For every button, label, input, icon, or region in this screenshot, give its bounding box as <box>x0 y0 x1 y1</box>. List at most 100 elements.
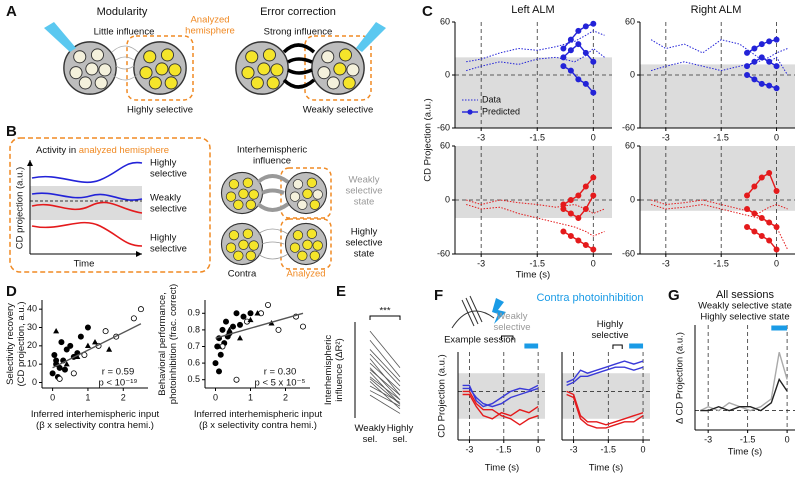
marker <box>67 342 74 349</box>
x-tick-label: -3 <box>662 258 670 268</box>
trace-label: selective <box>150 244 187 255</box>
series-line <box>700 377 788 412</box>
series-line <box>566 366 644 387</box>
marker <box>758 214 765 221</box>
y-tick-label: 60 <box>625 16 635 26</box>
x-axis-label: Inferred interhemispheric input <box>194 409 323 420</box>
weak-connections <box>111 45 139 81</box>
marker <box>275 326 282 333</box>
marker <box>53 357 60 364</box>
marker <box>84 324 91 331</box>
annotation: r = 0.59 <box>102 367 134 378</box>
y-tick-label: -60 <box>622 248 635 258</box>
x-tick-label: 0 <box>50 392 55 402</box>
diagram-title: Error correction <box>260 6 336 18</box>
trace-label: selective <box>150 169 187 180</box>
y-tick-label: 60 <box>440 140 450 150</box>
y-axis-label: Behavioral performance, <box>157 292 168 396</box>
x-axis-label: Time (s) <box>589 463 623 474</box>
state-bracket <box>501 335 514 340</box>
state-label: Highly <box>351 227 378 238</box>
x-axis-label: Time (s) <box>728 447 762 458</box>
chart-title: Right ALM <box>691 4 742 16</box>
y-axis-label: Selectivity recovery <box>5 303 16 385</box>
state-label: Highly selective <box>127 105 193 116</box>
panel-label: A <box>6 3 17 20</box>
marker <box>92 338 98 345</box>
panel-label: B <box>6 123 17 140</box>
y-tick-label: 0 <box>445 69 450 79</box>
series-line <box>566 393 644 429</box>
marker <box>567 210 574 217</box>
state-label: state <box>354 197 375 208</box>
panel-label: D <box>6 283 17 300</box>
shade <box>455 57 612 129</box>
y-tick-label: 0.8 <box>187 324 200 334</box>
marker <box>744 192 751 199</box>
x-axis-label: Time (s) <box>485 463 519 474</box>
hemisphere-label: Contra <box>228 269 257 280</box>
marker <box>751 58 758 65</box>
marker <box>773 85 780 92</box>
hemisphere <box>220 222 264 266</box>
marker <box>590 192 597 199</box>
state-label: selective <box>592 330 629 341</box>
trace-label: selective <box>150 204 187 215</box>
sig-bracket <box>369 315 401 320</box>
marker <box>744 49 751 56</box>
legend-label: Highly selective state <box>700 312 789 323</box>
x-tick-label: -1.5 <box>713 132 729 142</box>
marker <box>758 80 765 87</box>
marker <box>560 63 567 70</box>
panel-label: E <box>336 283 346 300</box>
marker <box>560 228 567 235</box>
diagram-b: Activity in analyzed hemisphere Highly s… <box>9 137 382 280</box>
hemisphere <box>311 41 365 95</box>
marker <box>56 364 63 371</box>
y-axis-label: influence (ΔR²) <box>334 338 345 401</box>
diagram-title: Modularity <box>97 6 148 18</box>
influence-label: Interhemispheric <box>237 145 307 156</box>
marker <box>56 375 63 382</box>
hemisphere <box>133 41 187 95</box>
y-tick-label: 20 <box>27 340 37 350</box>
marker <box>590 89 597 96</box>
pair-line <box>369 340 401 378</box>
marker <box>229 323 236 330</box>
marker <box>58 339 65 346</box>
marker <box>744 63 751 70</box>
analyzed-box <box>280 218 332 270</box>
significance: *** <box>379 306 390 317</box>
y-tick-label: 60 <box>625 140 635 150</box>
pair-line <box>369 381 401 410</box>
y-tick-label: 30 <box>27 322 37 332</box>
marker <box>61 366 68 373</box>
series-line <box>466 30 605 63</box>
hemisphere-label: Analyzed <box>286 269 325 280</box>
marker <box>582 183 589 190</box>
marker <box>582 49 589 56</box>
marker <box>773 63 780 70</box>
marker <box>247 310 254 317</box>
laser <box>44 22 76 52</box>
hemisphere <box>235 41 289 95</box>
x-tick-label: 0 <box>536 444 541 454</box>
series-line <box>466 199 605 215</box>
influence-label: influence <box>253 156 291 167</box>
analyzed-box <box>126 35 194 101</box>
x-tick-label: 1 <box>248 392 253 402</box>
marker <box>590 58 597 65</box>
x-tick-label: 0 <box>591 132 596 142</box>
x-tick-label: sel. <box>363 434 378 445</box>
series-line <box>462 393 539 420</box>
x-tick-label: 0 <box>774 258 779 268</box>
x-tick-label: -3 <box>477 132 485 142</box>
y-tick-label: 10 <box>27 359 37 369</box>
shade <box>640 64 795 128</box>
x-tick-label: Highly <box>387 423 414 434</box>
legend-label: Weakly selective state <box>698 301 792 312</box>
x-tick-label: 1 <box>85 392 90 402</box>
marker <box>560 54 567 61</box>
marker <box>751 76 758 83</box>
